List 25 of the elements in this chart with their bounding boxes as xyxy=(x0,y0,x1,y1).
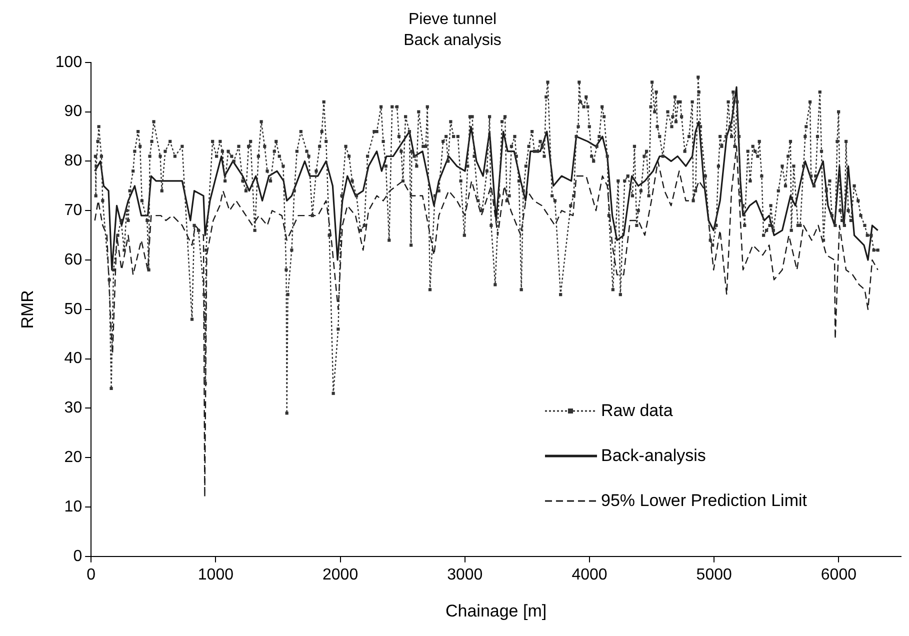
legend-label: 95% Lower Prediction Limit xyxy=(601,491,807,511)
y-tick-label: 80 xyxy=(64,152,82,170)
x-tick-label: 2000 xyxy=(322,566,358,584)
x-tick-label: 5000 xyxy=(696,566,732,584)
legend-label: Raw data xyxy=(601,401,673,421)
x-tick-label: 4000 xyxy=(572,566,608,584)
legend-label: Back-analysis xyxy=(601,446,706,466)
chart-title: Pieve tunnel xyxy=(408,11,497,28)
y-tick-label: 60 xyxy=(64,251,82,268)
y-tick-label: 70 xyxy=(64,202,82,220)
y-tick-label: 10 xyxy=(64,498,82,516)
x-tick-label: 3000 xyxy=(447,566,483,584)
y-tick-label: 0 xyxy=(73,548,82,565)
y-axis-title: RMR xyxy=(18,290,37,329)
y-tick-label: 40 xyxy=(64,350,82,368)
x-tick-label: 6000 xyxy=(820,566,857,584)
x-tick-label: 1000 xyxy=(198,566,234,584)
y-tick-label: 100 xyxy=(55,54,82,71)
y-tick-label: 50 xyxy=(64,300,82,318)
y-tick-label: 20 xyxy=(64,449,82,466)
y-tick-label: 90 xyxy=(64,103,82,120)
y-tick-label: 30 xyxy=(64,400,82,417)
x-tick-label: 0 xyxy=(86,566,96,584)
x-axis-title: Chainage [m] xyxy=(445,601,547,620)
chart-subtitle: Back analysis xyxy=(404,32,502,50)
